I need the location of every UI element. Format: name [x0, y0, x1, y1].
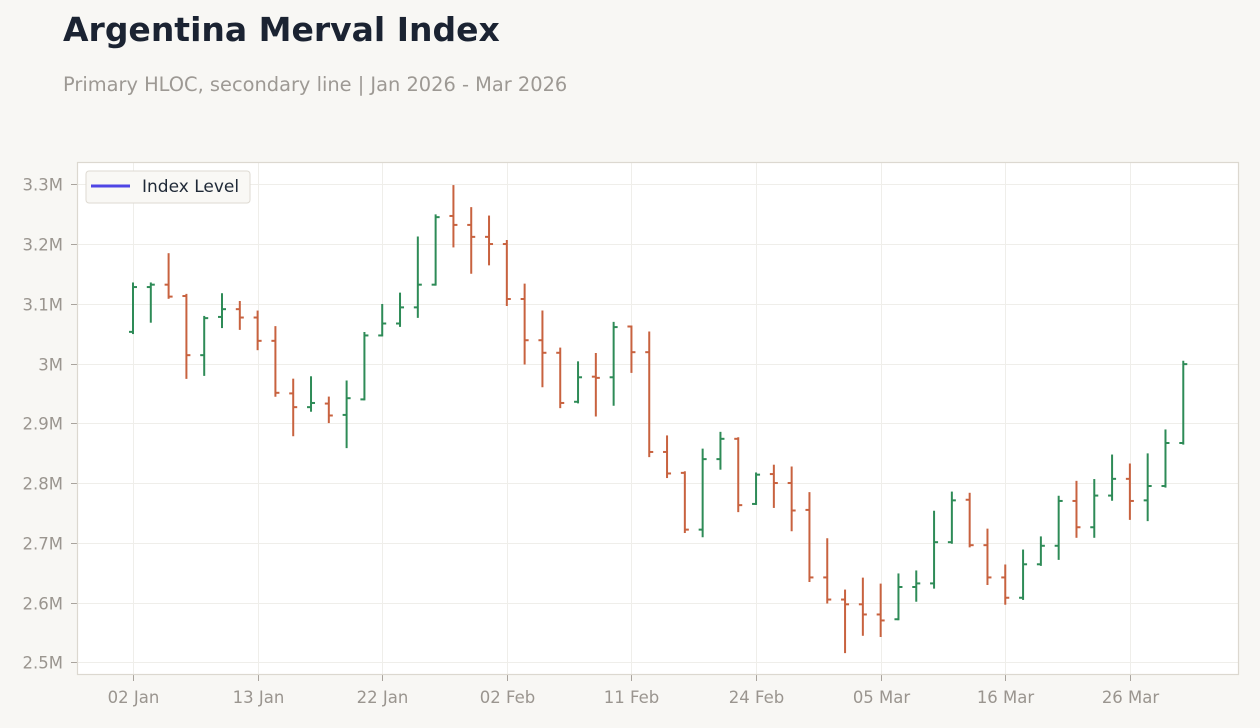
ohlc-bar: [663, 435, 672, 479]
ohlc-bar: [467, 207, 476, 274]
legend-box: [85, 170, 251, 204]
ohlc-bar: [591, 352, 600, 417]
ohlc-bar: [716, 431, 725, 470]
plot-background: [77, 162, 1239, 675]
y-tick-label: 2.9M: [23, 415, 63, 434]
ohlc-bar: [289, 378, 298, 437]
ohlc-bar: [556, 347, 565, 409]
ohlc-bar: [360, 332, 369, 401]
ohlc-bar: [1019, 549, 1028, 600]
legend-label-index-level: Index Level: [142, 177, 239, 197]
ohlc-bar: [538, 310, 547, 388]
x-tick-label: 02 Jan: [108, 688, 160, 707]
ohlc-bar: [1125, 463, 1134, 520]
ohlc-bar: [912, 570, 921, 602]
plot-area: [77, 162, 1239, 675]
ohlc-bar: [1036, 536, 1045, 566]
ohlc-bar: [182, 293, 191, 379]
ohlc-bar: [449, 185, 458, 248]
chart-subtitle: Primary HLOC, secondary line | Jan 2026 …: [63, 73, 568, 96]
y-tick-label: 2.6M: [23, 595, 63, 614]
ohlc-bar: [1072, 480, 1081, 538]
ohlc-bar: [1054, 495, 1063, 560]
ohlc-bar: [841, 589, 850, 654]
ohlc-bar: [876, 583, 885, 637]
ohlc-bar: [253, 310, 262, 351]
ohlc-bar: [396, 292, 405, 327]
y-tick-label: 2.8M: [23, 475, 63, 494]
chart-title: Argentina Merval Index: [63, 10, 500, 49]
ohlc-bar: [983, 528, 992, 586]
ohlc-bar: [698, 448, 707, 538]
x-tick-label: 05 Mar: [853, 688, 911, 707]
ohlc-bar: [520, 283, 529, 365]
x-tick-label: 02 Feb: [480, 688, 535, 707]
ohlc-bar: [1001, 564, 1010, 605]
ohlc-bar: [645, 331, 654, 458]
ohlc-bar: [858, 577, 867, 636]
ohlc-bar: [1143, 453, 1152, 522]
ohlc-bar: [680, 471, 689, 534]
ohlc-bar: [431, 214, 440, 286]
ohlc-bar: [235, 300, 244, 330]
ohlc-bar: [609, 321, 618, 406]
x-tick-label: 24 Feb: [729, 688, 784, 707]
y-tick-label: 3.1M: [23, 296, 63, 315]
y-tick-label: 2.5M: [23, 654, 63, 673]
ohlc-bar: [734, 437, 743, 513]
y-tick-label: 3.2M: [23, 236, 63, 255]
ohlc-bar: [965, 492, 974, 548]
ohlc-bar: [947, 491, 956, 544]
ohlc-bar: [129, 282, 138, 335]
ohlc-bar: [200, 315, 209, 376]
ohlc-bar: [324, 396, 333, 424]
y-tick-label: 3.3M: [23, 176, 63, 195]
x-tick-label: 16 Mar: [977, 688, 1035, 707]
axes: 3.3M 3.2M 3.1M 3M 2.9M 2.8M 2.7M 2.6M 2.5M 02 Jan…: [23, 161, 1240, 707]
x-tick-label: 11 Feb: [604, 688, 659, 707]
ohlc-bar: [805, 492, 814, 583]
ohlc-bar: [627, 325, 636, 373]
ohlc-bar: [502, 240, 511, 306]
ohlc-bar: [164, 253, 173, 299]
ohlc-bar: [307, 376, 316, 412]
ohlc-bar: [930, 510, 939, 589]
ohlc-bar: [894, 573, 903, 621]
ohlc-bar: [413, 236, 422, 318]
ohlc-bar: [218, 293, 227, 329]
ohlc-bar: [342, 380, 351, 449]
y-tick-label: 2.7M: [23, 535, 63, 554]
legend: Index Level: [85, 170, 251, 204]
x-tick-label: 26 Mar: [1102, 688, 1160, 707]
y-tick-label: 3M: [38, 356, 63, 375]
ohlc-bar: [574, 361, 583, 404]
x-tick-label: 22 Jan: [357, 688, 409, 707]
ohlc-bar: [146, 282, 155, 323]
plot-frame-border: [76, 161, 1240, 676]
ohlc-bar: [752, 472, 761, 505]
gridlines: [77, 162, 1239, 675]
ohlc-bar: [1179, 360, 1188, 445]
ohlc-bar: [787, 466, 796, 532]
ohlc-bar: [1090, 479, 1099, 538]
ohlc-bar: [769, 464, 778, 508]
ohlc-bar: [271, 326, 280, 397]
ohlc-bar: [823, 538, 832, 604]
ohlc-bar: [1161, 429, 1170, 488]
ohlc-bar: [378, 303, 387, 337]
ohlc-bar: [1108, 454, 1117, 501]
ohlc-bars: [129, 185, 1188, 654]
ohlc-bar: [485, 215, 494, 266]
x-tick-label: 13 Jan: [233, 688, 285, 707]
